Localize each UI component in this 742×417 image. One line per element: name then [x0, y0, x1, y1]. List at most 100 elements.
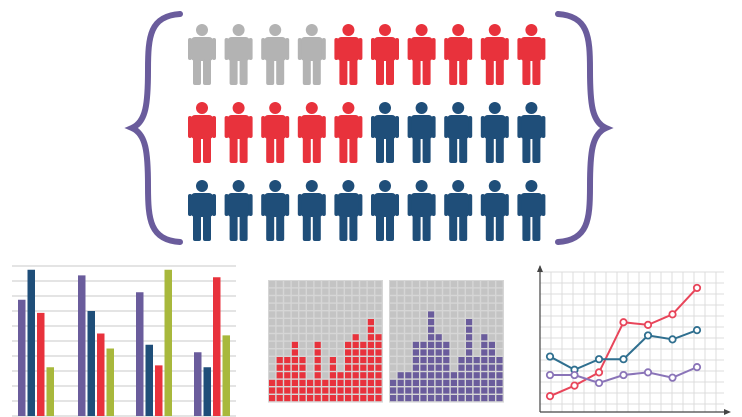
grid-cell-filled — [466, 334, 473, 341]
grid-cell-empty — [284, 326, 291, 333]
grid-cell-empty — [322, 357, 329, 364]
grid-cell-empty — [329, 319, 336, 326]
grid-cell-empty — [450, 319, 457, 326]
grid-cell-empty — [390, 326, 397, 333]
grid-cell-empty — [291, 281, 298, 288]
grid-cell-empty — [307, 334, 314, 341]
grid-cell-empty — [269, 288, 276, 295]
series-point — [619, 355, 628, 364]
grid-cell-empty — [458, 341, 465, 348]
grid-cell-filled — [466, 379, 473, 386]
grid-cell-filled — [291, 372, 298, 379]
grid-cell-filled — [284, 395, 291, 402]
person-icon — [407, 24, 436, 85]
grid-cell-empty — [307, 364, 314, 371]
grid-cell-empty — [466, 311, 473, 318]
grid-cell-empty — [375, 281, 382, 288]
grid-cell-filled — [322, 395, 329, 402]
grid-cell-filled — [420, 379, 427, 386]
grid-cell-filled — [428, 326, 435, 333]
grid-cell-empty — [397, 288, 404, 295]
series-point — [668, 310, 677, 319]
grid-cell-filled — [435, 387, 442, 394]
grid-cell-empty — [428, 288, 435, 295]
grid-cell-empty — [412, 296, 419, 303]
grid-cell-empty — [307, 303, 314, 310]
bar — [136, 292, 144, 416]
bar — [213, 277, 221, 416]
grid-cell-empty — [473, 296, 480, 303]
grid-cell-empty — [450, 303, 457, 310]
grid-cell-empty — [481, 288, 488, 295]
grid-cell-empty — [269, 281, 276, 288]
grid-cell-filled — [345, 387, 352, 394]
grid-cell-empty — [375, 296, 382, 303]
grid-cell-empty — [329, 349, 336, 356]
grid-cell-empty — [284, 311, 291, 318]
grid-cell-empty — [473, 281, 480, 288]
grid-cell-empty — [375, 288, 382, 295]
grid-cell-filled — [367, 395, 374, 402]
grid-cell-empty — [276, 326, 283, 333]
person-icon — [334, 102, 363, 163]
grid-cell-empty — [481, 326, 488, 333]
grid-cell-filled — [428, 387, 435, 394]
grid-cell-empty — [352, 288, 359, 295]
bar — [97, 333, 105, 416]
grid-cell-filled — [299, 364, 306, 371]
grid-cell-filled — [481, 387, 488, 394]
x-axis-arrow — [724, 409, 731, 415]
grid-cell-filled — [284, 372, 291, 379]
grid-cell-empty — [314, 296, 321, 303]
person-icon — [188, 102, 216, 163]
grid-cell-filled — [314, 341, 321, 348]
grid-cell-filled — [284, 387, 291, 394]
grid-cell-empty — [390, 303, 397, 310]
grid-cell-filled — [322, 387, 329, 394]
grid-cell-filled — [291, 357, 298, 364]
grid-cell-empty — [307, 296, 314, 303]
grid-cell-empty — [390, 349, 397, 356]
grid-cell-filled — [367, 387, 374, 394]
grid-cell-empty — [390, 372, 397, 379]
grid-cell-filled — [329, 379, 336, 386]
series-line — [549, 329, 698, 371]
grid-cell-filled — [360, 341, 367, 348]
grid-cell-empty — [481, 303, 488, 310]
grid-cell-empty — [443, 311, 450, 318]
grid-cell-filled — [276, 372, 283, 379]
grid-cell-filled — [496, 395, 503, 402]
grid-cell-filled — [428, 357, 435, 364]
grid-cell-empty — [458, 319, 465, 326]
grid-cell-filled — [352, 372, 359, 379]
grid-cell-empty — [488, 334, 495, 341]
grid-cell-filled — [428, 341, 435, 348]
grid-cell-empty — [284, 281, 291, 288]
grid-cell-filled — [390, 395, 397, 402]
grid-cell-filled — [375, 341, 382, 348]
grid-cell-filled — [314, 349, 321, 356]
grid-cell-filled — [352, 379, 359, 386]
grid-cell-empty — [496, 326, 503, 333]
grid-cell-empty — [420, 326, 427, 333]
grid-cell-empty — [337, 319, 344, 326]
grid-cell-empty — [322, 341, 329, 348]
series-point — [594, 355, 604, 364]
grid-cell-empty — [443, 288, 450, 295]
bar — [164, 269, 172, 416]
grid-cell-filled — [443, 387, 450, 394]
grid-cell-filled — [299, 379, 306, 386]
grid-cell-empty — [269, 334, 276, 341]
grid-cell-empty — [337, 288, 344, 295]
person-icon — [444, 24, 473, 85]
series-point — [619, 318, 628, 327]
grid-cell-empty — [307, 349, 314, 356]
grid-cell-empty — [397, 296, 404, 303]
grid-cell-empty — [428, 303, 435, 310]
grid-cell-filled — [337, 379, 344, 386]
person-icon — [261, 180, 290, 241]
grid-cell-empty — [322, 311, 329, 318]
series-point — [668, 335, 677, 344]
grid-cell-empty — [390, 364, 397, 371]
grid-cell-empty — [458, 288, 465, 295]
